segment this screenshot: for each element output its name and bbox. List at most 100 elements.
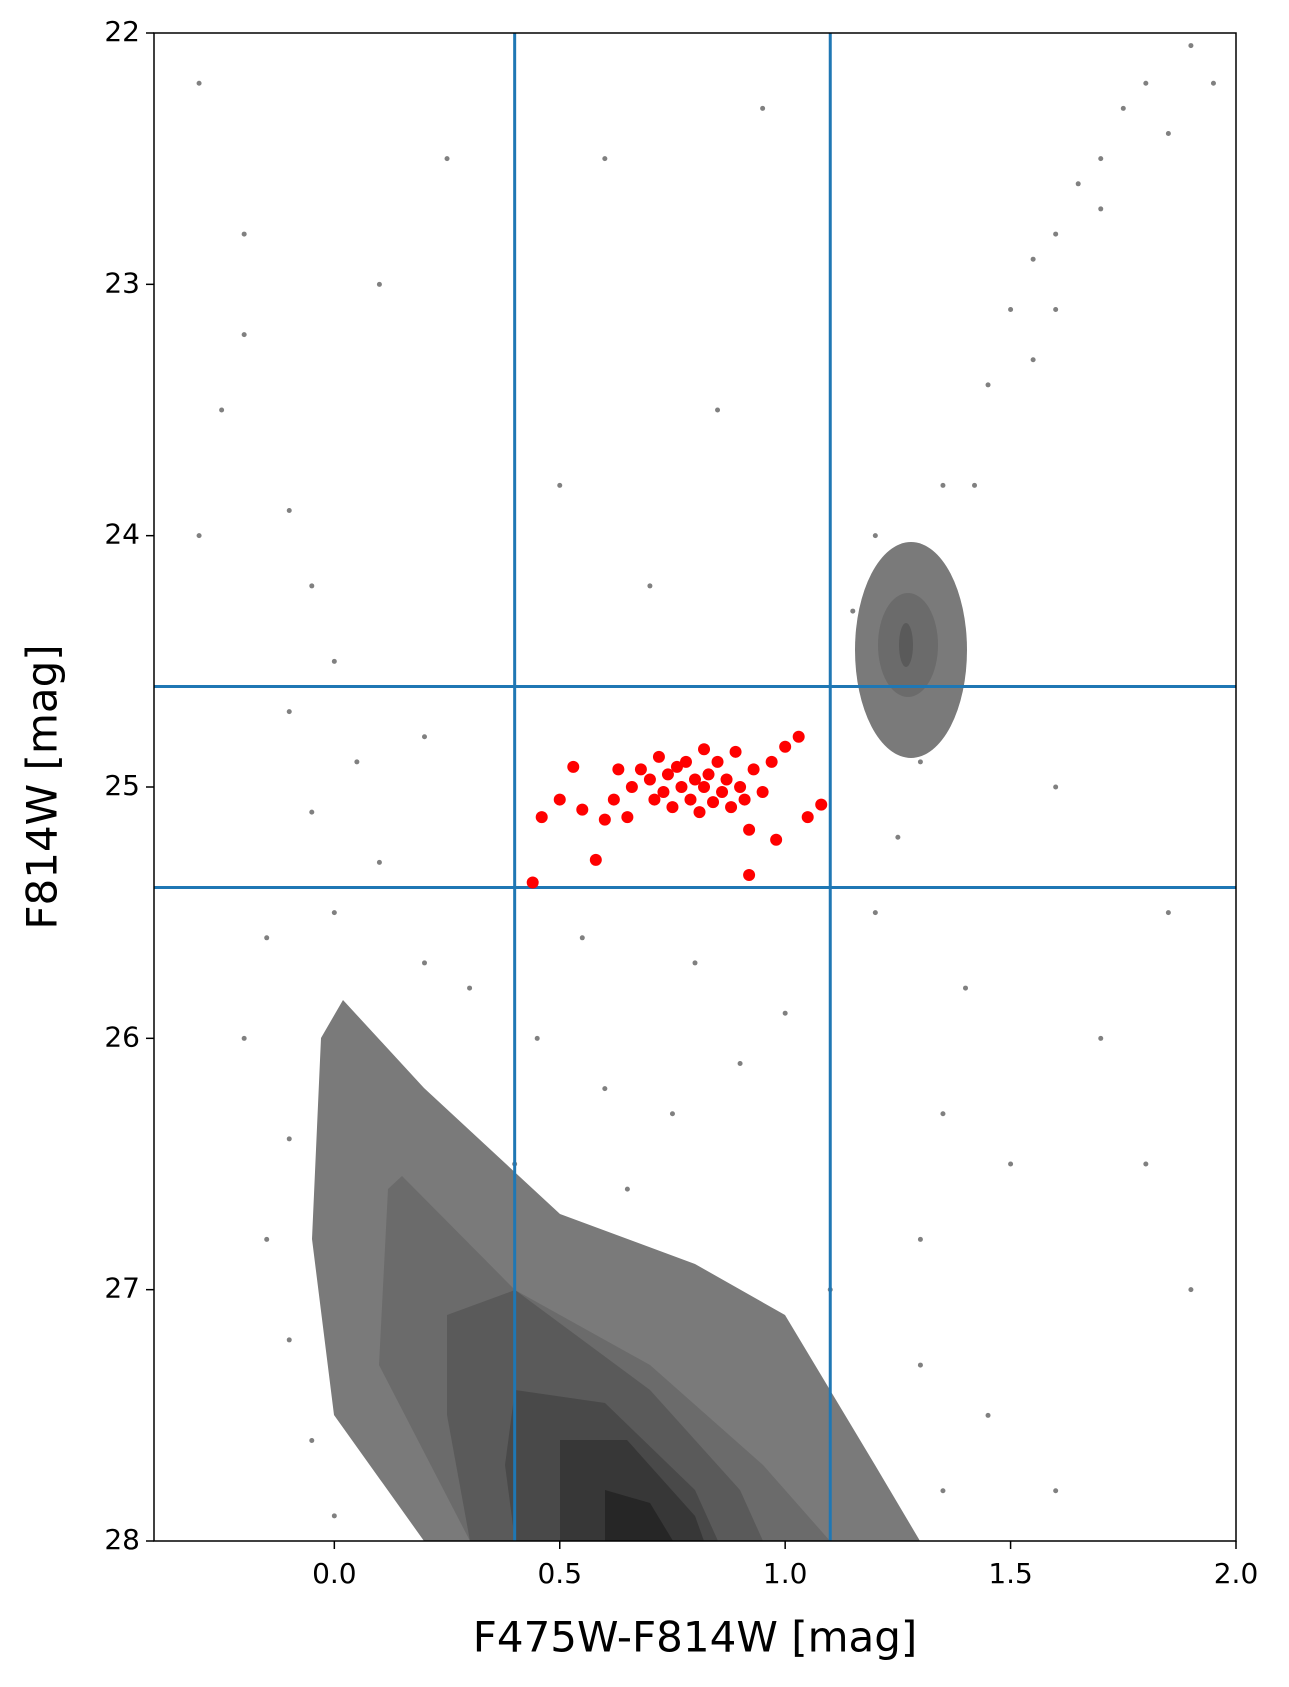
point: [196, 80, 202, 86]
point: [196, 533, 202, 539]
point: [652, 750, 665, 763]
x-tick-label: 1.0: [763, 1557, 808, 1590]
point: [765, 755, 778, 768]
point: [286, 709, 292, 715]
point: [782, 1010, 788, 1016]
point: [598, 813, 611, 826]
contour: [899, 623, 913, 667]
point: [707, 796, 720, 809]
point: [309, 1437, 315, 1443]
point: [760, 105, 766, 111]
point: [1143, 1161, 1149, 1167]
point: [1098, 156, 1104, 162]
x-axis-label: F475W-F814W [mag]: [473, 1613, 918, 1662]
point: [917, 759, 923, 765]
point: [720, 773, 733, 786]
point: [241, 231, 247, 237]
point: [737, 1060, 743, 1066]
point: [634, 763, 647, 776]
point: [666, 801, 679, 814]
point: [872, 533, 878, 539]
point: [669, 1111, 675, 1117]
point: [702, 768, 715, 781]
point: [815, 798, 828, 811]
point: [534, 1035, 540, 1041]
y-tick-label: 28: [104, 1523, 140, 1556]
point: [711, 755, 724, 768]
point: [850, 608, 856, 614]
point: [309, 583, 315, 589]
point: [589, 853, 602, 866]
point: [895, 834, 901, 840]
point: [264, 935, 270, 941]
point: [963, 985, 968, 991]
point: [1188, 43, 1194, 49]
point: [872, 910, 878, 916]
point: [698, 781, 711, 793]
point: [917, 1236, 923, 1242]
contour: [605, 1490, 673, 1541]
point: [725, 801, 738, 814]
point: [567, 760, 580, 773]
point: [743, 868, 756, 881]
point: [1053, 784, 1059, 790]
point: [1143, 80, 1149, 86]
point: [657, 786, 670, 799]
point: [1210, 80, 1216, 86]
point: [747, 763, 760, 776]
point: [693, 806, 706, 819]
point: [716, 786, 729, 799]
point: [422, 960, 427, 966]
point: [602, 1086, 608, 1092]
point: [331, 658, 337, 664]
point: [1008, 306, 1014, 312]
point: [286, 1136, 292, 1142]
point: [756, 786, 769, 799]
point: [1053, 306, 1059, 312]
point: [467, 985, 473, 991]
point: [743, 823, 756, 836]
point: [331, 1513, 337, 1519]
point: [738, 793, 751, 806]
point: [661, 768, 674, 781]
point: [647, 583, 653, 589]
point: [535, 811, 548, 824]
point: [972, 482, 978, 488]
point: [698, 743, 711, 756]
point: [376, 281, 382, 287]
point: [576, 803, 589, 816]
point: [1030, 256, 1036, 262]
y-tick-label: 23: [104, 266, 140, 299]
point: [557, 482, 563, 488]
point: [670, 760, 683, 773]
red-points: [526, 730, 828, 889]
point: [526, 876, 539, 889]
y-tick-label: 27: [104, 1272, 140, 1305]
point: [1053, 231, 1059, 237]
point: [264, 1236, 270, 1242]
point: [648, 793, 661, 806]
point: [607, 793, 620, 806]
point: [801, 811, 814, 824]
point: [624, 1186, 630, 1192]
point: [422, 734, 427, 740]
point: [1030, 357, 1036, 363]
point: [1165, 131, 1171, 137]
point: [792, 730, 805, 743]
point: [625, 781, 638, 793]
point: [219, 407, 225, 413]
point: [689, 773, 701, 786]
point: [354, 759, 360, 765]
point: [917, 1362, 923, 1368]
x-tick-label: 0.5: [537, 1557, 582, 1590]
point: [1075, 181, 1081, 187]
point: [729, 745, 742, 758]
point: [692, 960, 698, 966]
point: [684, 793, 697, 806]
point: [621, 811, 634, 824]
y-axis-label: F814W [mag]: [18, 644, 67, 929]
contour: [560, 1440, 704, 1541]
point: [1165, 910, 1171, 916]
point: [715, 407, 721, 413]
